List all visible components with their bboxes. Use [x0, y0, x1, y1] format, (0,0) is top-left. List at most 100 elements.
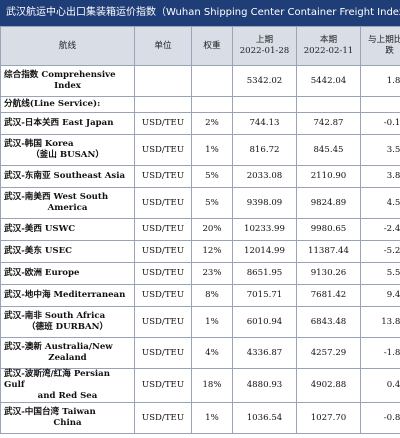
route-name-line1: 武汉-美东 USEC — [4, 246, 73, 256]
composite-unit — [134, 65, 192, 97]
route-unit: USD/TEU — [134, 112, 192, 135]
route-weight: 5% — [191, 187, 233, 219]
route-current: 9824.89 — [296, 187, 361, 219]
table-row: 武汉-地中海 Mediterranean USD/TEU 8% 7015.71 7681… — [0, 284, 400, 307]
route-weight: 12% — [191, 240, 233, 263]
route-previous: 816.72 — [232, 134, 297, 166]
route-weight: 1% — [191, 306, 233, 338]
route-current: 11387.44 — [296, 240, 361, 263]
route-name-line2: America — [47, 203, 88, 213]
route-name-line2: （釜山 BUSAN） — [31, 150, 104, 160]
route-name: 武汉-南非 South Africa （德班 DURBAN） — [0, 306, 135, 338]
route-change: -5.22% — [360, 240, 400, 263]
header-previous-period: 上期 2022-01-28 — [232, 26, 297, 66]
route-name-line2: and Red Sea — [37, 391, 98, 401]
route-name: 武汉-东南亚 Southeast Asia — [0, 165, 135, 188]
route-weight: 5% — [191, 165, 233, 188]
route-current: 9130.26 — [296, 262, 361, 285]
route-current: 9980.65 — [296, 218, 361, 241]
route-unit: USD/TEU — [134, 284, 192, 307]
route-change: -0.17% — [360, 112, 400, 135]
route-unit: USD/TEU — [134, 165, 192, 188]
route-current: 845.45 — [296, 134, 361, 166]
composite-name: 综合指数 Comprehensive Index — [0, 65, 135, 97]
route-change: 3.52% — [360, 134, 400, 166]
route-rows: 武汉-日本关西 East Japan USD/TEU 2% 744.13 742.87-… — [0, 112, 400, 434]
route-change: 4.54% — [360, 187, 400, 219]
table-row: 武汉-波斯湾/红海 Persian Gulf and Red Sea USD/TEU… — [0, 368, 400, 403]
route-previous: 2033.08 — [232, 165, 297, 188]
route-name-line1: 武汉-地中海 Mediterranean — [4, 290, 126, 300]
route-current: 4902.88 — [296, 368, 361, 403]
table-row: 武汉-韩国 Korea （釜山 BUSAN） USD/TEU 1% 816.72 845.… — [0, 134, 400, 166]
route-name-line1: 武汉-欧洲 Europe — [4, 268, 80, 278]
route-name-line1: 武汉-东南亚 Southeast Asia — [4, 171, 126, 181]
route-current: 6843.48 — [296, 306, 361, 338]
route-name: 武汉-欧洲 Europe — [0, 262, 135, 285]
header-current-period: 本期 2022-02-11 — [296, 26, 361, 66]
route-name-line1: 武汉-中国台湾 Taiwan — [4, 407, 96, 417]
route-weight: 18% — [191, 368, 233, 403]
route-change: 3.83% — [360, 165, 400, 188]
route-name-line1: 武汉-韩国 Korea — [4, 139, 74, 149]
route-change: 5.53% — [360, 262, 400, 285]
route-previous: 744.13 — [232, 112, 297, 135]
route-current: 2110.90 — [296, 165, 361, 188]
route-unit: USD/TEU — [134, 306, 192, 338]
route-current: 742.87 — [296, 112, 361, 135]
route-current: 7681.42 — [296, 284, 361, 307]
route-name-line1: 武汉-日本关西 East Japan — [4, 118, 114, 128]
route-previous: 8651.95 — [232, 262, 297, 285]
route-previous: 7015.71 — [232, 284, 297, 307]
table-row: 武汉-南美西 West South America USD/TEU 5% 9398.09… — [0, 187, 400, 219]
route-name-line2: Zealand — [48, 353, 87, 363]
route-name-line1: 武汉-美西 USWC — [4, 224, 76, 234]
route-weight: 20% — [191, 218, 233, 241]
route-name: 武汉-波斯湾/红海 Persian Gulf and Red Sea — [0, 368, 135, 403]
header-change-line2: 跌 — [385, 46, 394, 56]
route-change: 13.85% — [360, 306, 400, 338]
freight-index-table: 航线 单位 权重 上期 2022-01-28 本期 2022-02-11 与上期… — [0, 26, 400, 434]
route-unit: USD/TEU — [134, 402, 192, 434]
composite-name-line2: Index — [54, 81, 81, 91]
route-name-line1: 武汉-澳新 Australia/New — [4, 342, 113, 352]
route-name: 武汉-中国台湾 Taiwan China — [0, 402, 135, 434]
table-row: 武汉-澳新 Australia/New Zealand USD/TEU 4% 4336.… — [0, 337, 400, 369]
route-current: 1027.70 — [296, 402, 361, 434]
route-weight: 1% — [191, 134, 233, 166]
table-row: 武汉-美东 USEC USD/TEU 12% 12014.99 11387.44 -5.2… — [0, 240, 400, 263]
header-previous-date: 2022-01-28 — [239, 46, 290, 56]
route-previous: 10233.99 — [232, 218, 297, 241]
route-unit: USD/TEU — [134, 337, 192, 369]
route-weight: 4% — [191, 337, 233, 369]
route-unit: USD/TEU — [134, 262, 192, 285]
composite-name-line1: 综合指数 Comprehensive — [4, 70, 116, 80]
route-name: 武汉-日本关西 East Japan — [0, 112, 135, 135]
route-change: -2.48% — [360, 218, 400, 241]
route-weight: 2% — [191, 112, 233, 135]
header-row: 航线 单位 权重 上期 2022-01-28 本期 2022-02-11 与上期… — [0, 26, 400, 66]
header-weight: 权重 — [191, 26, 233, 66]
route-unit: USD/TEU — [134, 134, 192, 166]
header-current-date: 2022-02-11 — [303, 46, 354, 56]
table-row: 武汉-美西 USWC USD/TEU20%10233.999980.65-2.48… — [0, 218, 400, 241]
route-unit: USD/TEU — [134, 368, 192, 403]
route-name: 武汉-地中海 Mediterranean — [0, 284, 135, 307]
section-row: 分航线(Line Service): — [0, 96, 400, 113]
route-name: 武汉-澳新 Australia/New Zealand — [0, 337, 135, 369]
route-previous: 1036.54 — [232, 402, 297, 434]
route-change: 0.45% — [360, 368, 400, 403]
route-name-line1: 武汉-南非 South Africa — [4, 311, 106, 321]
header-current-label: 本期 — [319, 35, 338, 45]
composite-change: 1.87% — [360, 65, 400, 97]
header-route: 航线 — [0, 26, 135, 66]
route-name: 武汉-美西 USWC — [0, 218, 135, 241]
route-previous: 9398.09 — [232, 187, 297, 219]
route-current: 4257.29 — [296, 337, 361, 369]
route-previous: 4880.93 — [232, 368, 297, 403]
composite-row: 综合指数 Comprehensive Index 5342.02 5442.04… — [0, 65, 400, 97]
route-weight: 8% — [191, 284, 233, 307]
route-weight: 23% — [191, 262, 233, 285]
header-change: 与上期比涨 跌 — [360, 26, 400, 66]
composite-previous: 5342.02 — [232, 65, 297, 97]
